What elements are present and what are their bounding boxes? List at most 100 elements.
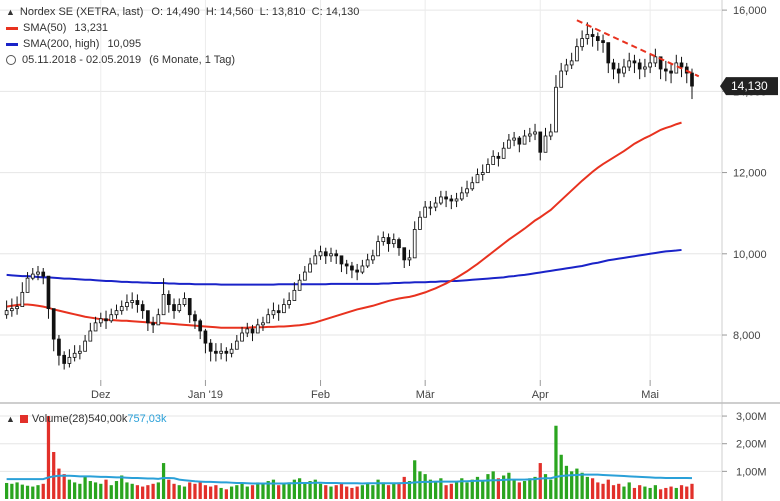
volume-bar: [57, 468, 61, 499]
chevron-up-icon[interactable]: ▲: [6, 414, 15, 424]
volume-bar: [334, 485, 338, 499]
candle-body: [125, 302, 129, 307]
candle-body: [601, 40, 605, 44]
candle-body: [391, 239, 396, 245]
volume-bar: [167, 479, 171, 499]
candle-body: [658, 56, 663, 70]
volume-bar: [203, 485, 208, 499]
volume-bar: [685, 486, 689, 499]
candle-body: [83, 340, 87, 352]
volume-bar: [114, 481, 119, 499]
volume-bar: [507, 472, 511, 499]
volume-bar: [543, 474, 548, 499]
candle-body: [569, 60, 574, 66]
month-tick-label: Dez: [91, 389, 111, 401]
volume-bar: [318, 483, 323, 499]
volume-bar: [465, 482, 469, 499]
trendline: [576, 19, 700, 78]
volume-bar: [177, 485, 181, 499]
candle-body: [177, 304, 182, 312]
volume-average-line: [6, 473, 693, 485]
month-tick-label: Mai: [641, 389, 659, 401]
candle-body: [371, 255, 375, 261]
candle-body: [161, 294, 166, 316]
volume-bar: [669, 486, 673, 499]
volume-label: Volume(28): [31, 413, 89, 425]
candle-body: [282, 304, 286, 314]
volume-swatch: [19, 415, 28, 423]
volume-bar: [360, 485, 365, 499]
volume-bar: [31, 486, 35, 499]
candle-body: [580, 38, 584, 48]
volume-bar: [475, 476, 480, 499]
volume-bar: [15, 482, 19, 499]
volume-bar: [287, 482, 291, 499]
volume-value: 540,00k: [88, 413, 128, 425]
volume-bar: [209, 486, 213, 499]
candle-body: [428, 206, 433, 209]
candle-body: [527, 133, 532, 137]
candle-body: [690, 72, 694, 87]
volume-bar: [172, 483, 176, 499]
volume-bar: [611, 485, 616, 499]
candle-body: [575, 46, 579, 62]
candle-body: [240, 332, 244, 342]
candle-body: [224, 350, 229, 354]
candle-body: [93, 322, 98, 332]
candle-body: [585, 34, 590, 39]
volume-bar: [193, 483, 197, 499]
candle-body: [648, 62, 652, 68]
volume-bar: [229, 486, 234, 499]
candle-body: [674, 62, 679, 74]
sma50-swatch: [6, 26, 18, 30]
volume-bar: [575, 468, 579, 499]
candle-body: [501, 147, 506, 159]
volume-bar: [502, 475, 506, 499]
volume-bar: [585, 476, 589, 499]
candle-body: [663, 68, 668, 72]
volume-bar: [282, 483, 286, 499]
volume-bar: [528, 478, 532, 499]
candle-body: [88, 330, 93, 342]
candle-body: [590, 34, 595, 37]
volume-bar: [277, 485, 281, 499]
x-axis-labels: Dez Jan '19 Feb Mär Apr Mai: [91, 389, 659, 401]
candle-body: [297, 279, 302, 291]
chart-legend: ▲ Nordex SE (XETRA, last) O: 14,490 H: 1…: [6, 4, 359, 68]
candle-body: [449, 198, 454, 202]
last-price-marker: 14,130: [720, 77, 778, 96]
volume-bar: [601, 483, 605, 499]
candle-body: [334, 253, 339, 257]
candle-body: [308, 263, 312, 273]
candle-body: [98, 318, 103, 324]
volume-bar: [434, 482, 438, 499]
candle-body: [250, 328, 255, 334]
volume-bar: [250, 485, 255, 499]
candle-body: [198, 320, 203, 332]
candle-body: [365, 259, 370, 267]
candle-body: [104, 318, 108, 322]
volume-bar: [303, 482, 307, 499]
candle-body: [475, 174, 480, 184]
candle-body: [156, 314, 161, 326]
volume-bar: [78, 483, 82, 499]
volume-bar: [261, 483, 265, 499]
candle-body: [543, 135, 548, 153]
sma50-value: 13,231: [74, 22, 109, 34]
chevron-up-icon[interactable]: ▲: [6, 7, 15, 17]
volume-bar: [418, 471, 422, 499]
volume-bar: [376, 479, 380, 499]
volume-tick-label: 2,00M: [736, 439, 767, 451]
month-tick-label: Mär: [416, 389, 435, 401]
candle-body: [214, 350, 218, 354]
volume-bar: [25, 485, 30, 499]
candle-body: [627, 60, 632, 68]
candle-body: [276, 310, 281, 314]
volume-bar: [125, 482, 129, 499]
candle-body: [480, 172, 485, 176]
volume-bar: [444, 485, 448, 499]
candle-body: [548, 131, 553, 137]
candle-body: [376, 241, 380, 257]
volume-bar: [41, 483, 45, 499]
